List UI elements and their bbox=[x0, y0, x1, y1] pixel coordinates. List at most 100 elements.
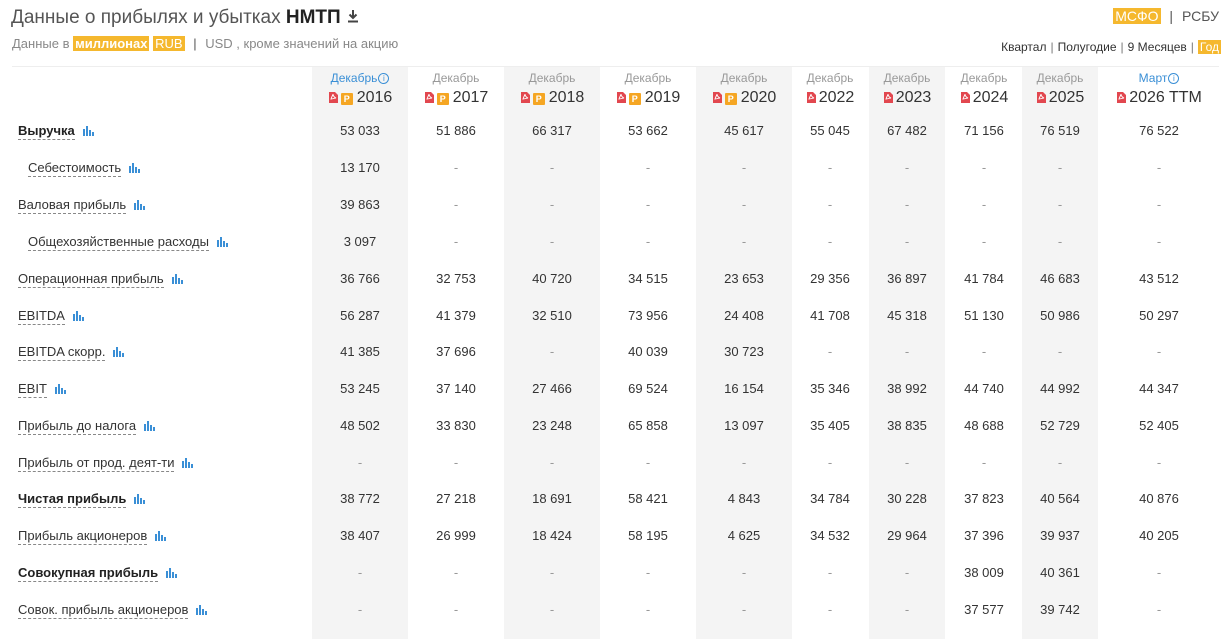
row-label-text[interactable]: Валовая прибыль bbox=[18, 197, 127, 214]
info-icon[interactable]: i bbox=[1168, 73, 1180, 84]
bar-chart-icon[interactable] bbox=[166, 566, 178, 581]
download-icon[interactable] bbox=[347, 7, 359, 29]
column-month: Декабрь bbox=[396, 70, 516, 86]
row-label-text[interactable]: Прибыль от прод. деят-ти bbox=[18, 455, 175, 472]
table-cell: - bbox=[981, 197, 987, 212]
column-year-label: 2020 bbox=[740, 89, 777, 106]
presentation-icon[interactable]: P bbox=[340, 93, 353, 105]
pdf-icon[interactable] bbox=[328, 89, 341, 106]
bar-chart-icon[interactable] bbox=[216, 235, 228, 250]
presentation-icon[interactable]: P bbox=[532, 93, 545, 105]
standard-ifrs[interactable]: МСФО bbox=[1113, 8, 1161, 24]
unit-scale-toggle[interactable]: миллионах bbox=[73, 36, 150, 51]
bar-chart-icon[interactable] bbox=[129, 161, 141, 176]
column-year: P 2018 bbox=[492, 88, 612, 108]
table-cell: - bbox=[549, 197, 555, 212]
row-label-text[interactable]: Совок. прибыль акционеров bbox=[18, 602, 189, 619]
column-header: Декабрь 2022 bbox=[770, 70, 890, 108]
table-cell: - bbox=[827, 565, 833, 580]
column-year-label: 2023 bbox=[895, 89, 932, 106]
row-label-text[interactable]: Общехозяйственные расходы bbox=[28, 234, 209, 251]
column-header: Декабрь P 2018 bbox=[492, 70, 612, 108]
column-shade bbox=[312, 67, 408, 639]
row-label-text[interactable]: EBITDA скорр. bbox=[18, 344, 106, 361]
standard-ras[interactable]: РСБУ bbox=[1181, 8, 1219, 24]
pdf-icon[interactable] bbox=[883, 89, 896, 106]
column-month: Декабрь i bbox=[300, 70, 420, 86]
table-cell: 44 992 bbox=[1040, 381, 1080, 396]
table-cell: 38 835 bbox=[887, 418, 927, 433]
table-cell: 73 956 bbox=[628, 308, 668, 323]
bar-chart-icon[interactable] bbox=[182, 456, 194, 471]
column-year-label: 2022 bbox=[818, 89, 855, 106]
column-shade bbox=[504, 67, 600, 639]
row-label-text[interactable]: Прибыль акционеров bbox=[18, 528, 148, 545]
column-header: Декабрь 2024 bbox=[924, 70, 1044, 108]
pdf-icon[interactable] bbox=[520, 89, 533, 106]
column-month: Март i bbox=[1099, 70, 1219, 86]
currency-usd[interactable]: USD bbox=[205, 36, 233, 51]
bar-chart-icon[interactable] bbox=[82, 124, 94, 139]
table-cell: 27 466 bbox=[532, 381, 572, 396]
column-year: 2025 bbox=[1000, 88, 1120, 108]
row-label-text[interactable]: EBITDA bbox=[18, 308, 65, 325]
bar-chart-icon[interactable] bbox=[113, 345, 125, 360]
table-cell: 38 772 bbox=[340, 491, 380, 506]
row-label-text[interactable]: Совокупная прибыль bbox=[18, 565, 159, 582]
row-label-text[interactable]: Выручка bbox=[18, 123, 75, 140]
table-cell: - bbox=[741, 160, 747, 175]
table-cell: 52 729 bbox=[1040, 418, 1080, 433]
row-label-text[interactable]: Себестоимость bbox=[28, 160, 122, 177]
row-label-text[interactable]: Прибыль до налога bbox=[18, 418, 137, 435]
row-label-text[interactable]: EBIT bbox=[18, 381, 47, 398]
bar-chart-icon[interactable] bbox=[144, 419, 156, 434]
period-option[interactable]: Полугодие bbox=[1057, 40, 1117, 54]
table-cell: - bbox=[827, 455, 833, 470]
column-shade bbox=[1022, 67, 1098, 639]
table-cell: 44 347 bbox=[1139, 381, 1179, 396]
column-month-label: Декабрь bbox=[624, 71, 672, 85]
row-label: Себестоимость bbox=[28, 160, 141, 177]
column-year: 2024 bbox=[924, 88, 1044, 108]
column-month-label: Декабрь bbox=[806, 71, 854, 85]
table-cell: 27 218 bbox=[436, 491, 476, 506]
table-cell: - bbox=[645, 455, 651, 470]
bar-chart-icon[interactable] bbox=[134, 492, 146, 507]
column-month-label: Декабрь bbox=[883, 71, 931, 85]
pdf-icon[interactable] bbox=[424, 89, 437, 106]
pdf-icon[interactable] bbox=[806, 89, 819, 106]
table-cell: - bbox=[1057, 234, 1063, 249]
bar-chart-icon[interactable] bbox=[134, 198, 146, 213]
pdf-icon[interactable] bbox=[616, 89, 629, 106]
presentation-icon[interactable]: P bbox=[436, 93, 449, 105]
table-cell: - bbox=[904, 197, 910, 212]
pdf-icon[interactable] bbox=[960, 89, 973, 106]
presentation-icon[interactable]: P bbox=[628, 93, 641, 105]
column-header: Декабрь P 2020 bbox=[684, 70, 804, 108]
currency-rub[interactable]: RUB bbox=[153, 36, 185, 51]
period-option[interactable]: Год bbox=[1197, 40, 1221, 54]
period-option[interactable]: 9 Месяцев bbox=[1127, 40, 1187, 54]
presentation-icon[interactable]: P bbox=[724, 93, 737, 105]
bar-chart-icon[interactable] bbox=[72, 309, 84, 324]
column-year-label: 2019 bbox=[644, 89, 681, 106]
row-label: EBITDA скорр. bbox=[18, 344, 125, 361]
bar-chart-icon[interactable] bbox=[171, 272, 183, 287]
bar-chart-icon[interactable] bbox=[196, 603, 208, 618]
bar-chart-icon[interactable] bbox=[54, 382, 66, 397]
table-cell: 65 858 bbox=[628, 418, 668, 433]
column-header: Декабрь 2025 bbox=[1000, 70, 1120, 108]
divider bbox=[12, 66, 1219, 67]
subtitle-suffix: , кроме значений на акцию bbox=[236, 36, 399, 51]
subtitle-prefix: Данные в bbox=[12, 36, 70, 51]
pdf-icon[interactable] bbox=[712, 89, 725, 106]
pdf-icon[interactable] bbox=[1116, 89, 1129, 106]
period-option[interactable]: Квартал bbox=[1001, 40, 1047, 54]
row-label-text[interactable]: Чистая прибыль bbox=[18, 491, 127, 508]
table-cell: 30 723 bbox=[724, 344, 764, 359]
pdf-icon[interactable] bbox=[1036, 89, 1049, 106]
info-icon[interactable]: i bbox=[378, 73, 390, 84]
bar-chart-icon[interactable] bbox=[155, 529, 167, 544]
column-shade bbox=[869, 67, 945, 639]
row-label-text[interactable]: Операционная прибыль bbox=[18, 271, 164, 288]
